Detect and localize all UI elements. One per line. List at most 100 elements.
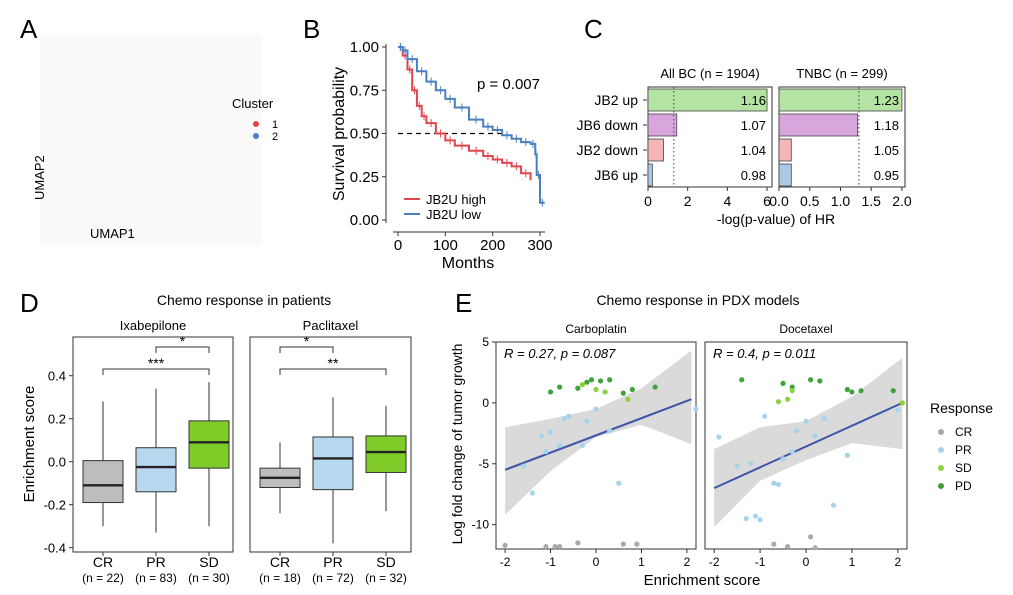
hr-value-label: 0.98: [741, 168, 766, 183]
box-group-count: (n = 22): [82, 571, 124, 585]
scatter-facet-title: Docetaxel: [779, 322, 832, 336]
hr-bar: [778, 113, 859, 137]
hr-x-tick-label: 2: [684, 193, 692, 209]
box-y-axis-title: Enrichment score: [21, 386, 38, 503]
km-curve-high: [398, 46, 532, 181]
box-facet-title: Paclitaxel: [303, 318, 359, 333]
scatter-point-pr: [561, 416, 567, 422]
scatter-point-cr: [807, 534, 814, 540]
hr-value-label: 0.95: [874, 168, 899, 183]
box-group-label: PR: [323, 554, 342, 570]
box-group-count: (n = 18): [259, 571, 301, 585]
box-body: [188, 420, 230, 469]
scatter-point-cr: [543, 543, 549, 550]
scatter-point-cr: [557, 543, 563, 550]
umap-x-label: UMAP1: [90, 226, 135, 241]
box-group-label: CR: [270, 554, 290, 570]
scatter-point-pd: [584, 379, 590, 385]
scatter-x-tick-label: -1: [755, 555, 766, 569]
scatter-point-sd: [579, 382, 585, 388]
hr-bar: [647, 163, 653, 187]
box-group-count: (n = 83): [135, 571, 177, 585]
scatter-point-pd: [858, 388, 864, 394]
km-y-tick-label: 1.00: [350, 39, 379, 56]
hr-bar: [647, 88, 768, 112]
scatter-point-cr: [502, 542, 508, 548]
scatter-ci-band: [505, 350, 692, 515]
umap-plot-area: [40, 35, 262, 245]
scatter-x-tick-label: 1: [638, 555, 645, 569]
scatter-point-pd: [597, 378, 604, 384]
hr-x-axis-title: -log(p-value) of HR: [717, 211, 835, 227]
scatter-point-pd: [844, 386, 850, 393]
scatter-point-pr: [830, 502, 837, 508]
hr-x-tick-label: 1.5: [861, 193, 881, 209]
scatter-regression-line: [713, 401, 903, 490]
sig-stars: **: [328, 355, 339, 371]
umap-legend-title: Cluster: [232, 96, 274, 111]
scatter-y-tick-label: 5: [482, 335, 489, 349]
scatter-correlation-stat: R = 0.27, p = 0.087: [504, 346, 616, 361]
scatter-legend-label: SD: [955, 461, 972, 475]
scatter-point-pr: [538, 433, 545, 439]
umap-cluster-1-label: 1: [272, 119, 278, 131]
sig-bracket: [155, 346, 210, 353]
umap-cluster-2-key: [253, 133, 259, 139]
hazard-bar-panel: JB2 up JB6 down JB2 down JB6 up All BC (n = …: [577, 66, 912, 227]
scatter-point-pd: [588, 377, 595, 383]
sig-stars: *: [304, 333, 310, 349]
scatter-point-pr: [844, 452, 850, 458]
km-y-tick-label: 0.75: [350, 82, 379, 99]
scatter-point-pr: [716, 434, 722, 440]
box-group-count: (n = 30): [188, 571, 230, 585]
box-y-tick-label: 0.2: [48, 412, 66, 427]
scatter-point-pr: [734, 463, 740, 469]
km-x-tick-label: 0: [394, 237, 402, 254]
scatter-point-cr: [620, 541, 626, 547]
km-x-axis-title: Months: [442, 255, 494, 272]
scatter-facet-title: Carboplatin: [565, 322, 626, 336]
km-p-value: p = 0.007: [477, 76, 540, 93]
scatter-point-pd: [575, 385, 581, 391]
scatter-point-cr: [812, 545, 818, 551]
hr-value-label: 1.16: [741, 93, 766, 108]
panel-letter-d: D: [20, 288, 39, 318]
scatter-point-pd: [607, 377, 613, 383]
scatter-x-tick-label: -2: [500, 555, 511, 569]
scatter-point-pr: [579, 442, 585, 449]
box-y-tick-label: -0.4: [44, 541, 66, 556]
scatter-point-sd: [785, 396, 791, 402]
km-legend-label: JB2U high: [426, 192, 486, 207]
scatter-y-tick-label: -5: [478, 457, 489, 471]
umap-y-label: UMAP2: [32, 155, 47, 200]
km-x-tick-label: 200: [480, 237, 505, 254]
scatter-point-pr: [812, 433, 818, 439]
scatter-x-tick-label: 2: [894, 555, 901, 569]
scatter-point-pd: [739, 377, 745, 383]
scatter-point-pr: [566, 413, 572, 419]
hr-value-label: 1.23: [874, 93, 899, 108]
hr-value-label: 1.05: [874, 143, 899, 158]
scatter-legend-key: [938, 465, 944, 471]
box-y-tick-label: 0.4: [48, 369, 66, 384]
scatter-point-pd: [620, 390, 626, 396]
box-y-tick-label: 0.0: [48, 455, 66, 470]
km-x-tick-label: 100: [433, 237, 458, 254]
scatter-point-pr: [557, 442, 563, 449]
umap-cluster-2-label: 2: [272, 131, 278, 143]
hr-bar: [647, 138, 664, 162]
scatter-point-sd: [602, 389, 608, 395]
km-y-axis-title: Survival probability: [331, 67, 348, 201]
scatter-point-sd: [625, 396, 631, 402]
scatter-point-pr: [752, 513, 759, 519]
scatter-point-pr: [547, 429, 554, 435]
box-group-label: SD: [376, 554, 395, 570]
sig-bracket: [279, 346, 334, 353]
box-facet-title: Ixabepilone: [120, 318, 187, 333]
km-curve-low: [398, 46, 545, 204]
box-body: [365, 435, 407, 473]
scatter-point-pr: [789, 448, 795, 455]
scatter-point-pr: [757, 517, 763, 523]
scatter-point-sd: [789, 388, 795, 394]
